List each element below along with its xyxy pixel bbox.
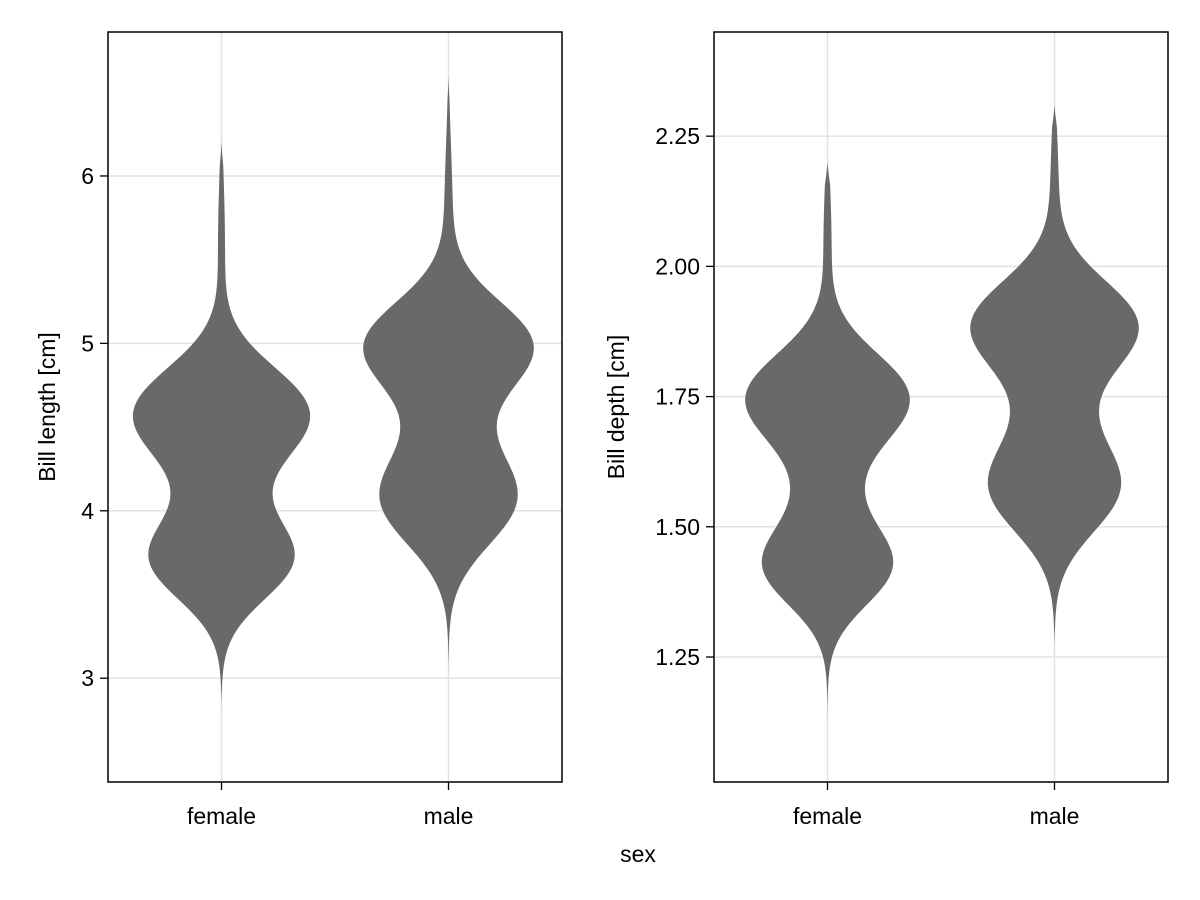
- y-axis-label: Bill length [cm]: [34, 332, 60, 482]
- plot-frame: [713, 31, 1169, 783]
- violin-female: [745, 162, 910, 725]
- y-tick-label: 1.75: [655, 384, 700, 410]
- y-axis-label: Bill depth [cm]: [603, 335, 629, 479]
- x-axis-label: sex: [620, 841, 656, 867]
- y-tick-label: 6: [81, 163, 94, 189]
- x-tick-label-male: male: [1030, 803, 1080, 829]
- violin-male: [363, 75, 534, 679]
- x-tick-label-male: male: [424, 803, 474, 829]
- x-tick-label-female: female: [793, 803, 862, 829]
- y-tick-label: 1.50: [655, 514, 700, 540]
- violin-male: [970, 104, 1139, 652]
- y-tick-label: 5: [81, 330, 94, 356]
- x-tick-label-female: female: [187, 803, 256, 829]
- bill-length-panel: 3 4 5 6 female male Bill length [cm]: [34, 31, 563, 829]
- y-tick-label: 2.00: [655, 253, 700, 279]
- y-tick-label: 2.25: [655, 123, 700, 149]
- plot-frame: [107, 31, 563, 783]
- violin-female: [132, 142, 311, 712]
- y-tick-label: 4: [81, 498, 94, 524]
- y-tick-label: 3: [81, 665, 94, 691]
- bill-depth-panel: 1.25 1.50 1.75 2.00 2.25 female male Bill depth…: [603, 31, 1169, 829]
- y-tick-label: 1.25: [655, 644, 700, 670]
